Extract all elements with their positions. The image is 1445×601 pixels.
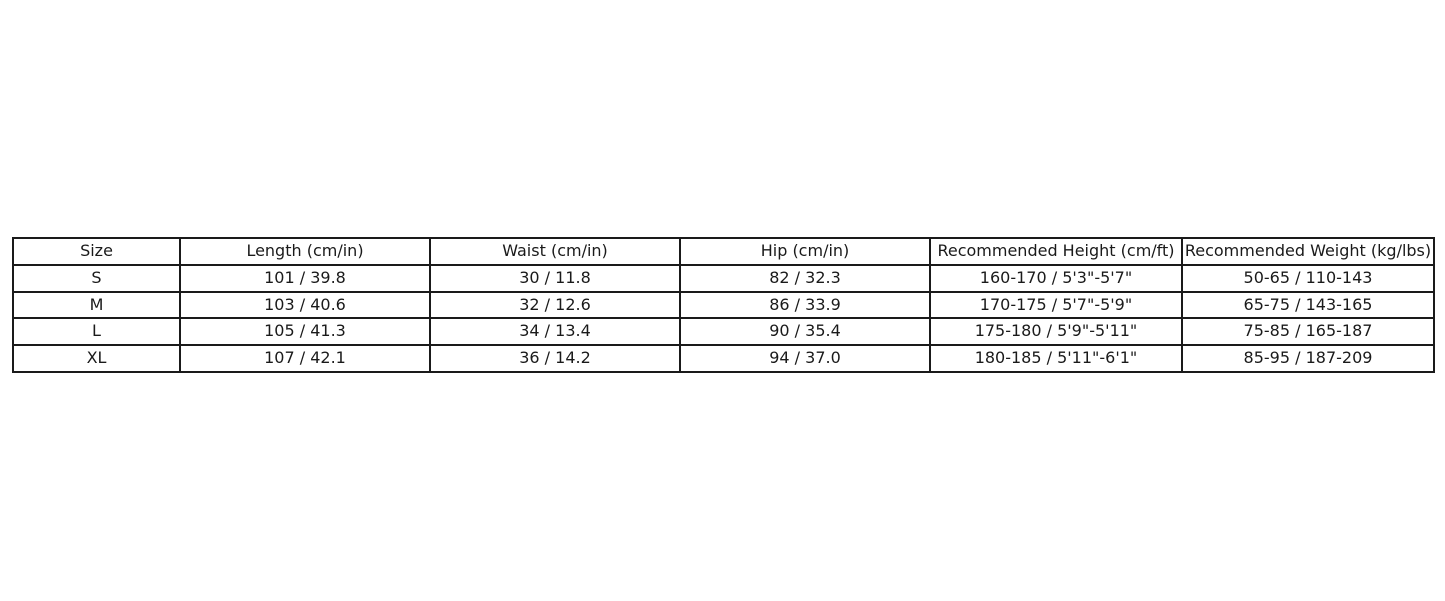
cell-hip: 90 / 35.4 bbox=[679, 317, 931, 347]
header-row: Size Length (cm/in) Waist (cm/in) Hip (c… bbox=[12, 237, 1435, 266]
table-row-l: L 105 / 41.3 34 / 13.4 90 / 35.4 175-180… bbox=[12, 317, 1435, 347]
cell-hip: 94 / 37.0 bbox=[679, 344, 931, 373]
cell-recommended-weight: 65-75 / 143-165 bbox=[1181, 290, 1435, 320]
cell-waist: 30 / 11.8 bbox=[429, 263, 681, 293]
cell-recommended-height: 180-185 / 5'11"-6'1" bbox=[929, 344, 1183, 373]
column-header-waist: Waist (cm/in) bbox=[429, 237, 681, 266]
cell-length: 103 / 40.6 bbox=[179, 290, 431, 320]
cell-recommended-weight: 50-65 / 110-143 bbox=[1181, 263, 1435, 293]
cell-waist: 36 / 14.2 bbox=[429, 344, 681, 373]
table-row-xl: XL 107 / 42.1 36 / 14.2 94 / 37.0 180-18… bbox=[12, 344, 1435, 373]
cell-hip: 86 / 33.9 bbox=[679, 290, 931, 320]
cell-size: S bbox=[12, 263, 181, 293]
cell-size: XL bbox=[12, 344, 181, 373]
table-row-m: M 103 / 40.6 32 / 12.6 86 / 33.9 170-175… bbox=[12, 290, 1435, 320]
cell-waist: 34 / 13.4 bbox=[429, 317, 681, 347]
cell-waist: 32 / 12.6 bbox=[429, 290, 681, 320]
column-header-hip: Hip (cm/in) bbox=[679, 237, 931, 266]
table-row-s: S 101 / 39.8 30 / 11.8 82 / 32.3 160-170… bbox=[12, 263, 1435, 293]
cell-length: 105 / 41.3 bbox=[179, 317, 431, 347]
cell-recommended-weight: 85-95 / 187-209 bbox=[1181, 344, 1435, 373]
size-chart-table: Size Length (cm/in) Waist (cm/in) Hip (c… bbox=[12, 237, 1435, 373]
cell-recommended-height: 160-170 / 5'3"-5'7" bbox=[929, 263, 1183, 293]
column-header-recommended-weight: Recommended Weight (kg/lbs) bbox=[1181, 237, 1435, 266]
column-header-size: Size bbox=[12, 237, 181, 266]
column-header-length: Length (cm/in) bbox=[179, 237, 431, 266]
cell-size: M bbox=[12, 290, 181, 320]
column-header-recommended-height: Recommended Height (cm/ft) bbox=[929, 237, 1183, 266]
cell-length: 101 / 39.8 bbox=[179, 263, 431, 293]
size-chart: Size Length (cm/in) Waist (cm/in) Hip (c… bbox=[12, 237, 1435, 373]
cell-length: 107 / 42.1 bbox=[179, 344, 431, 373]
cell-recommended-height: 175-180 / 5'9"-5'11" bbox=[929, 317, 1183, 347]
cell-size: L bbox=[12, 317, 181, 347]
cell-recommended-weight: 75-85 / 165-187 bbox=[1181, 317, 1435, 347]
cell-recommended-height: 170-175 / 5'7"-5'9" bbox=[929, 290, 1183, 320]
cell-hip: 82 / 32.3 bbox=[679, 263, 931, 293]
